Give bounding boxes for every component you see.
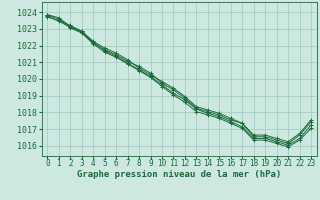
X-axis label: Graphe pression niveau de la mer (hPa): Graphe pression niveau de la mer (hPa) bbox=[77, 170, 281, 179]
